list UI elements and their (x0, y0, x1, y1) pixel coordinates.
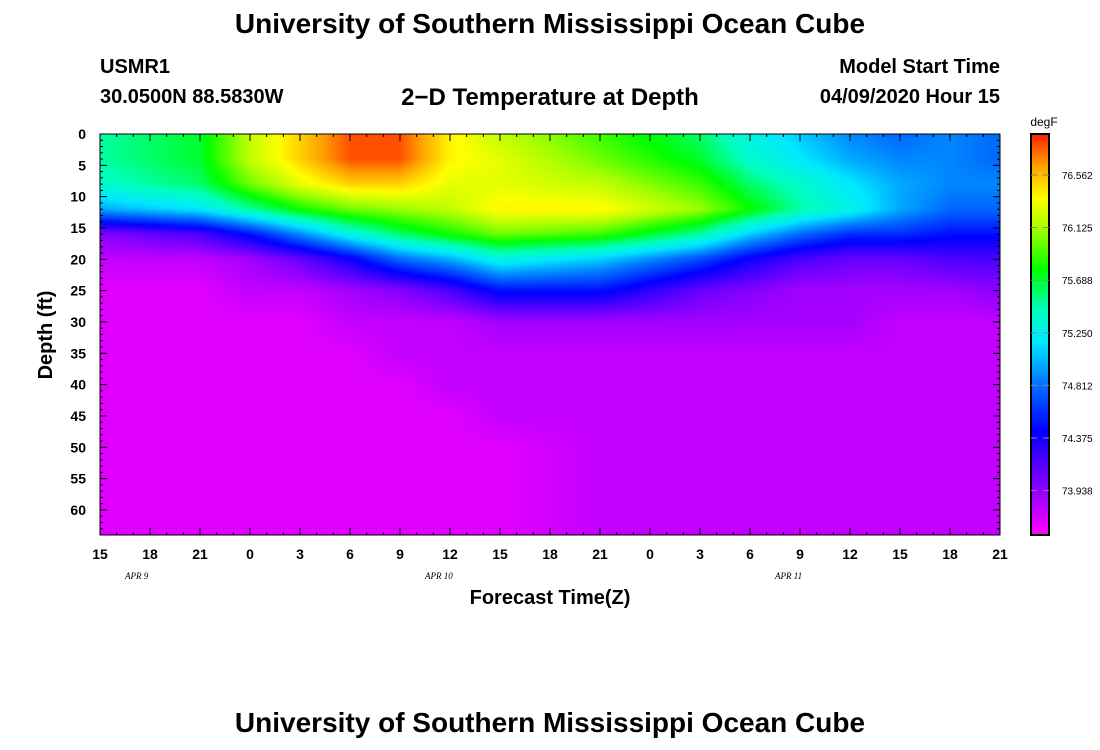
x-tick-label: 18 (542, 546, 558, 562)
axes-layer: 15 18 21 0 3 6 9 12 15 18 21 0 3 6 9 12 15 18 21 APR 9 APR 1… (70, 126, 1008, 581)
colorbar-bar (1030, 133, 1050, 536)
y-tick-label: 55 (70, 471, 86, 487)
y-tick-label: 30 (70, 314, 86, 330)
y-tick-label: 25 (70, 283, 86, 299)
y-axis-label: Depth (ft) (35, 291, 57, 380)
y-tick-label: 40 (70, 377, 86, 393)
y-tick-label: 5 (78, 157, 86, 173)
y-tick-label: 0 (78, 126, 86, 142)
station-id: USMR1 (100, 56, 171, 78)
station-coordinates: 30.0500N 88.5830W (100, 86, 284, 108)
x-tick-label: 21 (192, 546, 208, 562)
y-tick-label: 35 (70, 345, 86, 361)
colorbar: degF 76.562 76.125 75.688 75.250 74.812 74.37… (1030, 115, 1093, 536)
colorbar-tick-label: 75.250 (1062, 329, 1093, 340)
x-tick-label: 18 (142, 546, 158, 562)
x-tick-label: 6 (346, 546, 354, 562)
x-tick-label: 9 (796, 546, 804, 562)
x-tick-label: 12 (842, 546, 858, 562)
x-tick-label: 21 (592, 546, 608, 562)
footer-title: University of Southern Mississippi Ocean… (234, 707, 866, 738)
colorbar-tick-label: 76.562 (1062, 171, 1093, 182)
colorbar-tick-label: 74.375 (1062, 434, 1093, 445)
x-tick-label: 0 (246, 546, 254, 562)
x-tick-label: 21 (992, 546, 1008, 562)
y-tick-label: 20 (70, 251, 86, 267)
temperature-heatmap (100, 134, 1000, 535)
x-tick-label: 6 (746, 546, 754, 562)
colorbar-tick-label: 74.812 (1062, 381, 1093, 392)
y-tick-label: 60 (70, 502, 86, 518)
colorbar-ticks: 76.562 76.125 75.688 75.250 74.812 74.375 73.9… (1031, 171, 1093, 498)
x-tick-label: 15 (892, 546, 908, 562)
x-tick-label: 12 (442, 546, 458, 562)
x-tick-label: 15 (492, 546, 508, 562)
x-tick-label: 0 (646, 546, 654, 562)
x-tick-label: 15 (92, 546, 108, 562)
model-start-value: 04/09/2020 Hour 15 (819, 86, 1000, 108)
model-start-label: Model Start Time (839, 56, 1000, 78)
heatmap-layer (100, 134, 1000, 535)
colorbar-unit-label: degF (1030, 115, 1057, 129)
x-tick-label: 3 (696, 546, 704, 562)
x-tick-label: 9 (396, 546, 404, 562)
plot-title: 2−D Temperature at Depth (401, 84, 699, 111)
page-title: University of Southern Mississippi Ocean… (234, 8, 866, 39)
colorbar-tick-label: 76.125 (1062, 224, 1093, 235)
x-tick-label: 18 (942, 546, 958, 562)
date-label: APR 10 (424, 571, 453, 581)
date-label: APR 11 (774, 571, 802, 581)
y-tick-label: 15 (70, 220, 86, 236)
y-tick-label: 50 (70, 439, 86, 455)
date-label: APR 9 (124, 571, 149, 581)
y-tick-label: 10 (70, 189, 86, 205)
colorbar-tick-label: 75.688 (1062, 276, 1093, 287)
colorbar-tick-label: 73.938 (1062, 487, 1093, 498)
x-tick-label: 3 (296, 546, 304, 562)
x-axis-label: Forecast Time(Z) (470, 587, 631, 609)
y-tick-label: 45 (70, 408, 86, 424)
